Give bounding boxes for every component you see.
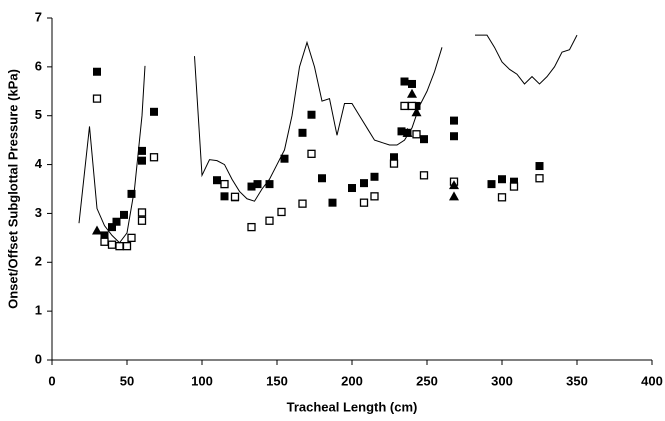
offset-point bbox=[370, 192, 379, 201]
onset-point bbox=[108, 223, 116, 232]
offset-point bbox=[115, 242, 124, 251]
offset-point bbox=[389, 159, 399, 168]
offset-point bbox=[298, 199, 307, 208]
onset-point bbox=[318, 174, 326, 183]
x-tick-label: 100 bbox=[191, 373, 213, 388]
offset-point bbox=[509, 182, 519, 191]
offset-point bbox=[497, 193, 507, 202]
onset-point bbox=[138, 156, 146, 165]
y-tick-label: 6 bbox=[35, 58, 42, 73]
x-tick-label: 200 bbox=[341, 373, 363, 388]
onset-point bbox=[450, 116, 458, 125]
onset-point bbox=[127, 189, 136, 198]
triangle-point bbox=[449, 180, 459, 190]
x-tick-label: 0 bbox=[48, 373, 55, 388]
x-tick-label: 50 bbox=[120, 373, 134, 388]
triangle-point bbox=[449, 191, 459, 201]
x-tick-label: 350 bbox=[566, 373, 588, 388]
onset-point bbox=[298, 128, 307, 137]
x-tick-label: 150 bbox=[266, 373, 288, 388]
offset-point bbox=[107, 240, 117, 249]
x-tick-label: 400 bbox=[641, 373, 663, 388]
offset-point bbox=[307, 149, 316, 158]
onset-point bbox=[498, 175, 506, 184]
offset-point bbox=[137, 216, 147, 225]
onset-point bbox=[408, 79, 416, 88]
offset-point bbox=[400, 101, 409, 111]
onset-point bbox=[265, 180, 274, 189]
offset-point bbox=[230, 192, 240, 201]
offset-point bbox=[412, 130, 421, 139]
onset-point bbox=[253, 180, 262, 189]
offset-point bbox=[100, 237, 109, 246]
y-tick-label: 0 bbox=[35, 351, 42, 366]
onset-point bbox=[112, 217, 121, 226]
onset-point bbox=[150, 107, 158, 116]
offset-point bbox=[419, 171, 429, 180]
onset-point bbox=[450, 132, 458, 141]
triangle-point bbox=[92, 225, 102, 235]
triangle-point bbox=[402, 127, 413, 137]
onset-point bbox=[400, 77, 409, 86]
offset-point bbox=[127, 233, 136, 243]
triangle-point bbox=[411, 107, 422, 117]
y-tick-label: 5 bbox=[35, 107, 42, 122]
y-tick-label: 3 bbox=[35, 205, 42, 220]
offset-point bbox=[535, 174, 544, 183]
onset-point bbox=[370, 172, 379, 181]
onset-point bbox=[328, 198, 337, 207]
offset-point bbox=[122, 242, 132, 251]
onset-point bbox=[120, 210, 128, 219]
onset-point bbox=[247, 182, 256, 191]
y-tick-label: 2 bbox=[35, 254, 42, 269]
offset-point bbox=[407, 101, 417, 111]
onset-point bbox=[487, 180, 496, 189]
onset-point bbox=[412, 101, 421, 110]
offset-point bbox=[149, 153, 159, 162]
y-tick-label: 4 bbox=[35, 156, 43, 171]
x-tick-label: 250 bbox=[416, 373, 438, 388]
onset-point bbox=[307, 110, 316, 119]
y-tick-label: 1 bbox=[35, 303, 42, 318]
y-axis-title: Onset/Offset Subglottal Pressure (kPa) bbox=[5, 69, 20, 309]
onset-point bbox=[390, 153, 398, 162]
y-tick-label: 7 bbox=[35, 9, 42, 24]
onset-point bbox=[138, 146, 146, 155]
onset-point bbox=[510, 177, 518, 186]
onset-point bbox=[397, 127, 406, 136]
onset-point bbox=[220, 192, 229, 201]
offset-point bbox=[92, 94, 102, 103]
triangle-point bbox=[407, 88, 417, 98]
onset-point bbox=[213, 176, 221, 185]
onset-point bbox=[93, 67, 101, 76]
offset-point bbox=[359, 198, 369, 207]
onset-point bbox=[535, 162, 544, 171]
onset-point bbox=[348, 184, 356, 193]
offset-point bbox=[247, 222, 256, 232]
fit-line bbox=[78, 34, 578, 244]
onset-point bbox=[420, 135, 428, 144]
offset-point bbox=[137, 208, 147, 217]
onset-point bbox=[360, 179, 368, 188]
x-tick-label: 300 bbox=[491, 373, 513, 388]
onset-point bbox=[280, 154, 289, 163]
offset-point bbox=[277, 207, 286, 217]
offset-point bbox=[265, 216, 274, 225]
offset-point bbox=[220, 179, 229, 189]
x-axis-title: Tracheal Length (cm) bbox=[287, 399, 418, 414]
onset-point bbox=[100, 231, 109, 240]
